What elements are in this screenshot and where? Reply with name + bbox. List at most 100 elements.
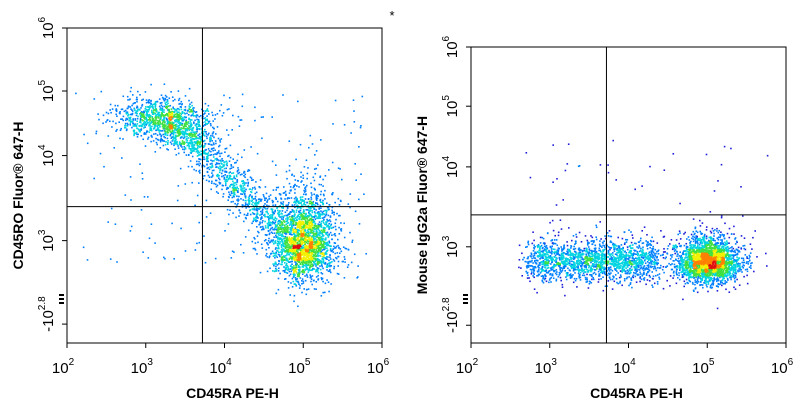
event-dot bbox=[308, 211, 310, 214]
event-dot bbox=[309, 255, 311, 257]
event-dot bbox=[163, 111, 165, 113]
event-dot bbox=[175, 108, 178, 111]
event-dot bbox=[246, 178, 249, 181]
event-dot bbox=[284, 198, 286, 200]
event-dot bbox=[241, 189, 244, 191]
event-dot bbox=[171, 110, 173, 113]
event-dot bbox=[272, 200, 275, 203]
event-dot bbox=[278, 260, 280, 263]
event-dot bbox=[317, 251, 320, 253]
event-dot bbox=[164, 128, 167, 130]
event-dot bbox=[331, 211, 334, 213]
event-dot bbox=[314, 214, 316, 217]
event-dot bbox=[306, 238, 308, 241]
event-dot bbox=[314, 233, 317, 236]
event-dot bbox=[231, 196, 234, 199]
event-dot bbox=[167, 102, 169, 105]
event-dot bbox=[304, 248, 307, 251]
event-dot bbox=[323, 229, 326, 231]
event-dot bbox=[210, 137, 212, 139]
event-dot bbox=[317, 233, 320, 236]
event-dot bbox=[314, 242, 317, 245]
event-dot bbox=[188, 107, 190, 110]
event-dot bbox=[310, 200, 312, 203]
event-dot bbox=[163, 118, 165, 121]
event-dot bbox=[99, 152, 102, 155]
event-dot bbox=[253, 208, 256, 211]
event-dot bbox=[151, 136, 153, 138]
event-dot bbox=[232, 200, 234, 203]
event-dot bbox=[190, 139, 193, 142]
event-dot bbox=[128, 116, 130, 119]
event-dot bbox=[570, 247, 572, 249]
event-dot bbox=[188, 147, 191, 150]
event-dot bbox=[148, 115, 150, 118]
event-dot bbox=[176, 125, 178, 128]
event-dot bbox=[298, 232, 300, 235]
event-dot bbox=[302, 261, 304, 263]
event-dot bbox=[204, 121, 206, 123]
event-dot bbox=[172, 126, 175, 128]
event-dot bbox=[243, 175, 245, 177]
event-dot bbox=[308, 260, 311, 262]
event-dot bbox=[171, 116, 173, 119]
event-dot bbox=[580, 261, 583, 263]
event-dot bbox=[225, 167, 227, 170]
event-dot bbox=[323, 226, 326, 229]
event-dot bbox=[286, 207, 289, 210]
event-dot bbox=[276, 250, 279, 252]
event-dot bbox=[328, 241, 331, 244]
event-dot bbox=[322, 229, 325, 231]
event-dot bbox=[254, 192, 257, 195]
event-dot bbox=[163, 117, 166, 119]
event-dot bbox=[347, 203, 350, 205]
event-dot bbox=[320, 237, 323, 240]
event-dot bbox=[159, 107, 162, 109]
event-dot bbox=[321, 264, 323, 266]
event-dot bbox=[267, 221, 270, 223]
event-dot bbox=[266, 207, 269, 210]
event-dot bbox=[302, 256, 305, 258]
event-dot bbox=[230, 190, 233, 193]
event-dot bbox=[135, 131, 138, 134]
event-dot bbox=[173, 258, 175, 260]
event-dot bbox=[570, 263, 573, 266]
event-dot bbox=[315, 232, 318, 234]
event-dot bbox=[277, 229, 280, 231]
event-dot bbox=[285, 220, 288, 223]
event-dot bbox=[178, 117, 181, 120]
event-dot bbox=[302, 234, 305, 236]
event-dot bbox=[192, 113, 194, 116]
event-dot bbox=[182, 120, 184, 122]
event-dot bbox=[332, 251, 334, 253]
event-dot bbox=[548, 270, 551, 272]
event-dot bbox=[201, 131, 203, 133]
event-dot bbox=[318, 232, 320, 234]
event-dot bbox=[197, 145, 200, 147]
event-dot bbox=[207, 166, 209, 169]
event-dot bbox=[325, 266, 328, 268]
event-dot bbox=[277, 232, 279, 234]
event-dot bbox=[314, 253, 316, 256]
event-dot bbox=[141, 116, 144, 118]
event-dot bbox=[582, 259, 585, 261]
event-dot bbox=[322, 280, 324, 283]
event-dot bbox=[293, 218, 295, 221]
event-dot bbox=[339, 214, 341, 217]
event-dot bbox=[244, 195, 247, 198]
event-dot bbox=[274, 226, 277, 228]
event-dot bbox=[236, 179, 239, 181]
event-dot bbox=[197, 146, 199, 148]
event-dot bbox=[569, 251, 572, 254]
event-dot bbox=[242, 185, 244, 187]
event-dot bbox=[325, 233, 327, 235]
event-dot bbox=[626, 269, 629, 271]
event-dot bbox=[267, 225, 270, 227]
event-dot bbox=[253, 217, 255, 220]
event-dot bbox=[234, 186, 236, 189]
event-dot bbox=[303, 166, 306, 168]
event-dot bbox=[211, 162, 213, 165]
event-dot bbox=[309, 274, 311, 276]
event-dot bbox=[213, 160, 215, 162]
event-dot bbox=[255, 215, 258, 217]
